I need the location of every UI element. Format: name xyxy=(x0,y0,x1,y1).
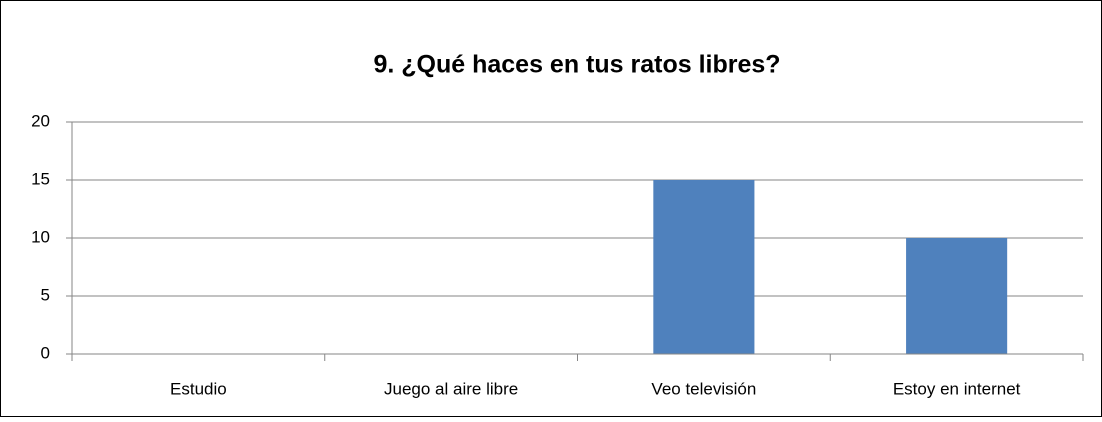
y-tick-label: 20 xyxy=(31,111,50,130)
y-tick-label: 5 xyxy=(41,285,50,304)
y-tick-label: 15 xyxy=(31,169,50,188)
x-tick-label: Juego al aire libre xyxy=(384,379,518,398)
bar xyxy=(906,238,1008,354)
bar xyxy=(653,180,755,354)
x-tick-label: Estudio xyxy=(170,379,227,398)
chart-title: 9. ¿Qué haces en tus ratos libres? xyxy=(373,51,780,79)
x-tick-label: Estoy en internet xyxy=(893,379,1021,398)
y-tick-label: 0 xyxy=(41,343,50,362)
x-tick-label: Veo televisión xyxy=(651,379,756,398)
y-tick-label: 10 xyxy=(31,227,50,246)
